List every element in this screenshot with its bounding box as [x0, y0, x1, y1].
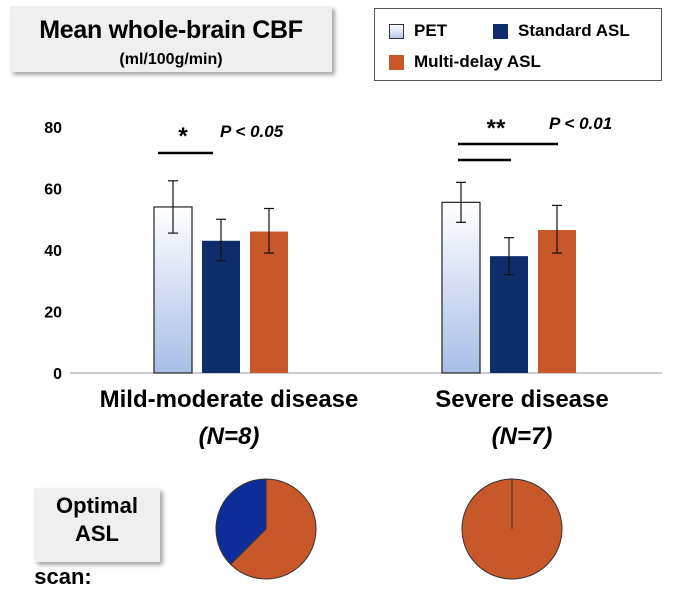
- pie-slice: [215, 478, 267, 566]
- bar-standard-asl: [202, 240, 240, 373]
- bar-multi-delay-asl: [538, 230, 576, 373]
- bar-multi-delay-asl: [250, 231, 288, 373]
- legend-item-pet: PET: [389, 21, 447, 41]
- y-tick-label: 0: [53, 366, 62, 383]
- significance-stars: **: [487, 115, 506, 142]
- chart-title: Mean whole-brain CBF: [39, 16, 303, 44]
- legend-label-pet: PET: [414, 21, 448, 40]
- y-tick-label: 80: [44, 120, 62, 137]
- optimal-label-line-3: scan:: [34, 564, 92, 589]
- legend-label-multi-delay-asl: Multi-delay ASL: [414, 52, 541, 71]
- y-tick-label: 60: [44, 182, 62, 199]
- optimal-label-line-2: ASL: [75, 521, 119, 546]
- bar-pet: [153, 206, 193, 374]
- category-label: Mild-moderate disease: [100, 386, 359, 413]
- optimal-asl-scan-label: Optimal ASL: [34, 488, 160, 562]
- legend-item-multi-delay-asl: Multi-delay ASL: [389, 52, 541, 72]
- category-n-label: (N=8): [199, 423, 260, 450]
- chart-subtitle: (ml/100g/min): [119, 51, 223, 68]
- legend-item-standard-asl: Standard ASL: [493, 21, 630, 41]
- bar-standard-asl: [490, 256, 528, 373]
- legend: PET Standard ASL Multi-delay ASL: [374, 8, 662, 81]
- bar-pet: [441, 201, 481, 374]
- legend-swatch-standard-asl: [493, 23, 508, 39]
- optimal-label-line-1: Optimal: [56, 493, 138, 518]
- significance-stars: *: [178, 123, 188, 150]
- p-value-label: P < 0.05: [220, 122, 284, 141]
- chart-title-box: Mean whole-brain CBF (ml/100g/min): [10, 6, 332, 72]
- y-tick-label: 40: [44, 243, 62, 260]
- category-n-label: (N=7): [492, 423, 553, 450]
- pie-slice: [229, 478, 317, 580]
- legend-swatch-multi-delay-asl: [389, 54, 404, 70]
- y-tick-label: 20: [44, 305, 62, 322]
- p-value-label: P < 0.01: [549, 114, 612, 133]
- legend-swatch-pet: [389, 23, 404, 39]
- category-label: Severe disease: [435, 386, 608, 413]
- legend-label-standard-asl: Standard ASL: [518, 21, 630, 40]
